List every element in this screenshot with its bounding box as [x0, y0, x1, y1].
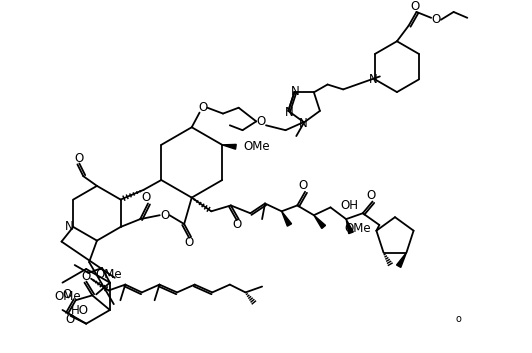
Text: O: O — [410, 0, 419, 13]
Text: O: O — [256, 115, 266, 128]
Text: O: O — [431, 13, 440, 26]
Text: O: O — [232, 219, 242, 232]
Text: OMe: OMe — [244, 140, 270, 153]
Polygon shape — [281, 211, 292, 226]
Text: N: N — [65, 220, 74, 233]
Text: N: N — [285, 106, 294, 119]
Text: OMe: OMe — [345, 222, 371, 235]
Text: N: N — [299, 117, 307, 130]
Text: O: O — [298, 179, 307, 192]
Text: N: N — [369, 73, 377, 86]
Polygon shape — [314, 215, 326, 228]
Text: O: O — [65, 313, 74, 326]
Text: O: O — [63, 288, 72, 301]
Text: O: O — [160, 209, 169, 222]
Text: O: O — [82, 270, 91, 283]
Text: HO: HO — [70, 304, 88, 317]
Polygon shape — [396, 252, 406, 268]
Text: N: N — [291, 85, 300, 98]
Text: OH: OH — [340, 199, 358, 212]
Text: OMe: OMe — [95, 268, 122, 281]
Text: o: o — [455, 314, 461, 324]
Polygon shape — [222, 144, 236, 149]
Polygon shape — [346, 219, 353, 234]
Text: OMe: OMe — [54, 290, 81, 303]
Text: O: O — [74, 152, 84, 165]
Text: O: O — [366, 189, 375, 202]
Text: O: O — [199, 101, 208, 114]
Text: O: O — [142, 191, 151, 204]
Text: O: O — [185, 236, 194, 249]
